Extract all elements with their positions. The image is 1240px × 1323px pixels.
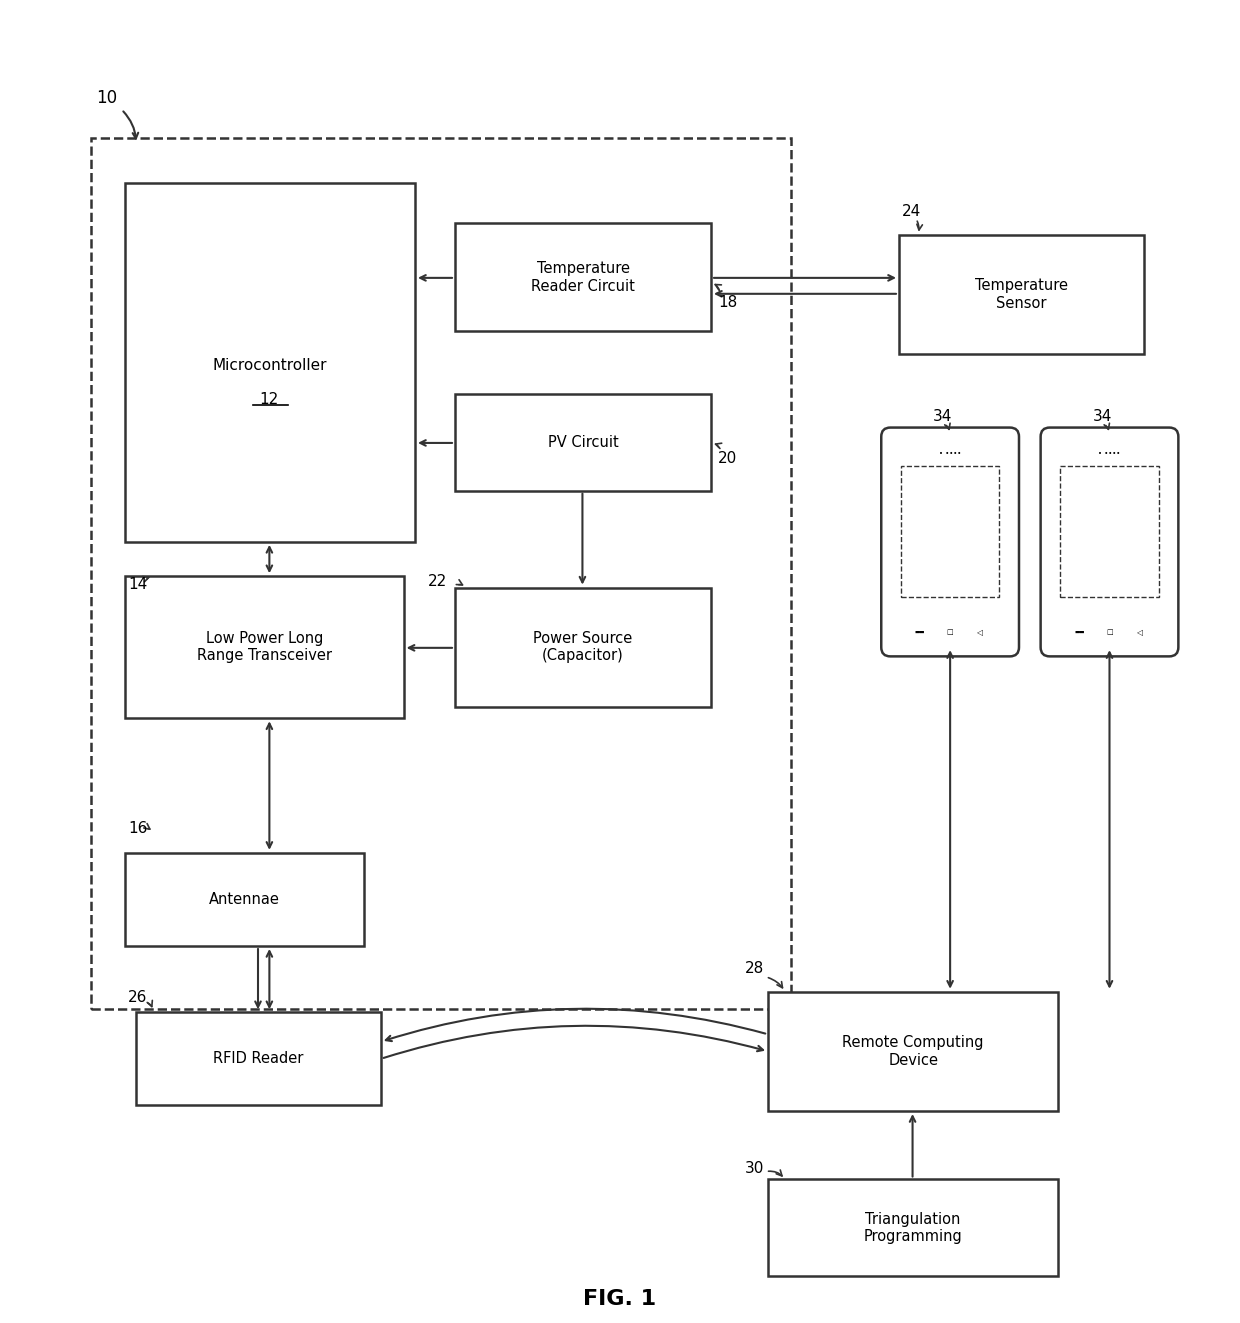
Text: FIG. 1: FIG. 1 [584,1289,656,1308]
Text: Microcontroller: Microcontroller [212,359,326,373]
FancyBboxPatch shape [125,853,363,946]
FancyBboxPatch shape [455,587,711,706]
Text: 16: 16 [128,822,148,836]
FancyBboxPatch shape [768,1179,1058,1277]
Text: ◁: ◁ [1136,628,1142,638]
Text: □: □ [1106,630,1112,635]
FancyBboxPatch shape [125,184,415,542]
Text: □: □ [947,630,954,635]
FancyBboxPatch shape [882,427,1019,656]
Text: 10: 10 [97,89,118,107]
Text: RFID Reader: RFID Reader [213,1052,304,1066]
Text: 18: 18 [718,295,737,311]
Text: 22: 22 [428,574,446,589]
Text: 30: 30 [745,1160,765,1176]
Text: ▬▬: ▬▬ [1074,630,1085,635]
Text: Antennae: Antennae [208,892,280,908]
Text: 26: 26 [128,990,148,1004]
FancyBboxPatch shape [901,466,999,597]
Text: 34: 34 [1092,409,1112,425]
Text: ◁: ◁ [977,628,983,638]
FancyBboxPatch shape [91,138,791,1008]
FancyBboxPatch shape [899,234,1143,355]
Text: • ••••: • •••• [1099,451,1121,456]
Text: ▬▬: ▬▬ [915,630,925,635]
Text: Temperature
Sensor: Temperature Sensor [975,278,1068,311]
FancyBboxPatch shape [136,1012,381,1106]
FancyBboxPatch shape [1040,427,1178,656]
Text: Temperature
Reader Circuit: Temperature Reader Circuit [531,261,635,294]
Text: PV Circuit: PV Circuit [548,435,619,450]
Text: 12: 12 [259,392,279,407]
Text: Low Power Long
Range Transceiver: Low Power Long Range Transceiver [197,631,332,663]
Text: 20: 20 [718,451,737,467]
Text: • ••••: • •••• [939,451,961,456]
Text: Triangulation
Programming: Triangulation Programming [864,1212,962,1244]
Text: 28: 28 [745,962,765,976]
FancyBboxPatch shape [1060,466,1158,597]
FancyBboxPatch shape [768,992,1058,1111]
FancyBboxPatch shape [125,576,404,718]
Text: Remote Computing
Device: Remote Computing Device [842,1035,983,1068]
Text: 14: 14 [128,577,148,591]
FancyBboxPatch shape [455,394,711,491]
Text: 24: 24 [903,204,921,220]
FancyBboxPatch shape [455,224,711,331]
Text: Power Source
(Capacitor): Power Source (Capacitor) [533,631,632,663]
Text: 34: 34 [932,409,952,425]
